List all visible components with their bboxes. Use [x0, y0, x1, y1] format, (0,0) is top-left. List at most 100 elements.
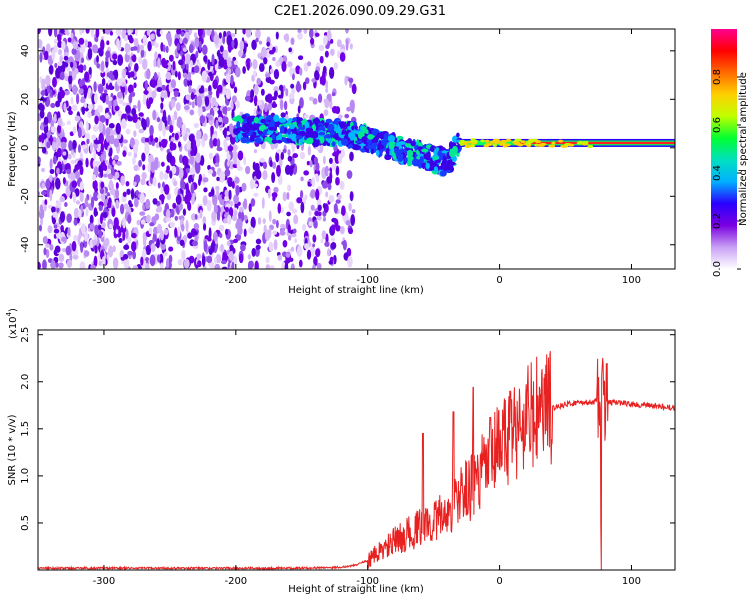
heatmap-cell: [144, 80, 148, 90]
heatmap-cell: [100, 60, 105, 72]
heatmap-cell: [102, 211, 108, 218]
heatmap-cell: [484, 142, 493, 146]
heatmap-cell: [177, 226, 181, 237]
heatmap-cell: [154, 137, 159, 143]
heatmap-cell: [105, 94, 109, 105]
heatmap-cell: [558, 139, 564, 143]
heatmap-cell: [87, 104, 94, 110]
heatmap-cell: [94, 186, 99, 193]
heatmap-cell: [149, 125, 154, 136]
heatmap-cell: [133, 82, 137, 89]
heatmap-cell: [260, 88, 265, 96]
heatmap-cell: [140, 178, 146, 186]
heatmap-cell: [322, 35, 328, 46]
heatmap-cell: [74, 164, 81, 171]
heatmap-cell: [59, 196, 65, 203]
heatmap-cell: [97, 83, 104, 94]
heatmap-cell: [60, 89, 65, 99]
heatmap-cell: [132, 181, 137, 187]
heatmap-cell: [256, 77, 261, 86]
heatmap-cell: [41, 182, 45, 189]
heatmap-cell: [336, 39, 342, 48]
heatmap-cell: [434, 159, 441, 163]
heatmap-cell: [147, 41, 152, 52]
heatmap-cell: [287, 155, 293, 162]
heatmap-cell: [97, 104, 104, 113]
heatmap-cell: [252, 58, 258, 70]
heatmap-cell: [144, 137, 150, 143]
heatmap-cell: [52, 76, 57, 88]
heatmap-cell: [125, 128, 131, 135]
heatmap-cell: [75, 93, 80, 105]
heatmap-cell: [101, 77, 106, 87]
heatmap-cell: [215, 154, 220, 165]
heatmap-cell: [254, 260, 259, 269]
heatmap-cell: [151, 90, 157, 99]
heatmap-cell: [216, 146, 223, 152]
heatmap-cell: [84, 39, 89, 48]
heatmap-cell: [227, 214, 232, 225]
heatmap-cell: [93, 210, 99, 217]
heatmap-cell: [243, 156, 247, 166]
heatmap-cell: [180, 178, 185, 190]
heatmap-cell: [50, 126, 57, 133]
heatmap-x-ticks: -300 -200 -100 0 100: [93, 29, 641, 286]
heatmap-cell: [133, 197, 139, 208]
heatmap-cell: [173, 180, 178, 187]
heatmap-cell: [325, 44, 330, 50]
heatmap-cell: [81, 106, 86, 116]
heatmap-cell: [51, 206, 56, 213]
heatmap-cell: [90, 264, 96, 269]
heatmap-cell: [326, 248, 331, 257]
heatmap-cell: [73, 234, 78, 242]
heatmap-cell: [103, 173, 108, 178]
heatmap-cell: [54, 62, 58, 69]
heatmap-cell: [237, 201, 241, 206]
heatmap-cell: [65, 30, 70, 36]
heatmap-cell: [132, 46, 138, 51]
heatmap-cell: [159, 171, 164, 181]
heatmap-cell: [316, 215, 322, 221]
heatmap-cell: [245, 138, 251, 143]
heatmap-cell: [312, 234, 317, 243]
heatmap-cell: [142, 236, 147, 247]
heatmap-cell: [129, 71, 135, 78]
heatmap-cell: [269, 160, 273, 168]
heatmap-cell: [285, 88, 289, 97]
heatmap-cell: [193, 122, 199, 129]
heatmap-cell: [42, 236, 48, 244]
heatmap-cell: [144, 143, 150, 155]
heatmap-cell: [381, 139, 388, 146]
heatmap-cell: [208, 71, 213, 77]
heatmap-cell: [55, 67, 61, 79]
heatmap-cell: [225, 206, 229, 213]
heatmap-cell: [262, 161, 268, 170]
heatmap-cell: [305, 127, 314, 133]
heatmap-cell: [215, 119, 219, 129]
heatmap-cell: [173, 110, 178, 121]
heatmap-cell: [293, 214, 299, 225]
heatmap-cell: [385, 148, 390, 156]
heatmap-cell: [269, 265, 275, 269]
heatmap-cell: [188, 29, 193, 36]
heatmap-cell: [299, 151, 306, 160]
heatmap-cell: [60, 29, 65, 34]
heatmap-cell: [100, 39, 105, 51]
heatmap-cell: [305, 77, 310, 85]
heatmap-cell: [226, 57, 232, 65]
heatmap-cell: [192, 139, 197, 151]
heatmap-cell: [72, 41, 79, 50]
heatmap-cell: [206, 29, 212, 36]
heatmap-cell: [290, 246, 295, 252]
heatmap-cell: [176, 116, 183, 129]
heatmap-cell: [67, 37, 72, 43]
heatmap-cell: [104, 29, 111, 35]
heatmap-cell: [108, 99, 112, 110]
x-tick-label: -300: [93, 576, 116, 587]
heatmap-cell: [233, 37, 238, 50]
heatmap-cell: [348, 202, 352, 212]
heatmap-cell: [168, 254, 173, 264]
heatmap-cell: [64, 202, 68, 208]
colorbar-bar: [711, 29, 737, 269]
